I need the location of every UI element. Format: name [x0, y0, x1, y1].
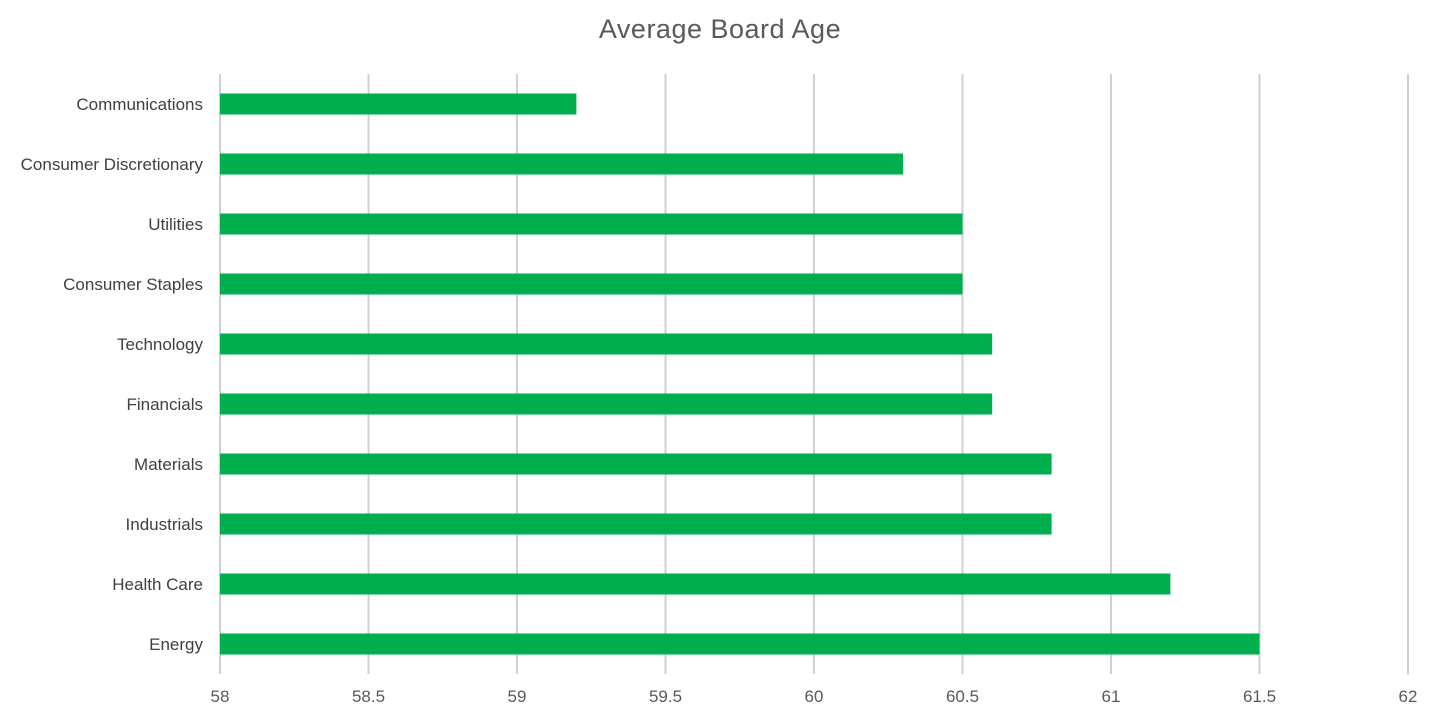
- category-label: Consumer Staples: [63, 275, 203, 294]
- bar: [220, 393, 993, 415]
- bar: [220, 153, 904, 175]
- bar: [220, 513, 1052, 535]
- bar: [220, 333, 993, 355]
- category-label: Financials: [126, 395, 203, 414]
- x-tick-label: 60.5: [946, 687, 979, 706]
- x-tick-label: 61: [1102, 687, 1121, 706]
- x-tick-label: 59: [508, 687, 527, 706]
- category-label: Materials: [134, 455, 203, 474]
- x-tick-label: 60: [805, 687, 824, 706]
- x-tick-label: 62: [1399, 687, 1418, 706]
- category-label: Technology: [117, 335, 204, 354]
- x-tick-label: 58.5: [352, 687, 385, 706]
- chart-title: Average Board Age: [598, 14, 842, 44]
- category-label: Consumer Discretionary: [21, 155, 204, 174]
- bar: [220, 93, 577, 115]
- x-tick-label: 61.5: [1243, 687, 1276, 706]
- category-labels: Communications Consumer Discretionary Util…: [21, 95, 204, 654]
- category-label: Health Care: [112, 575, 203, 594]
- bar: [220, 273, 963, 295]
- category-label: Industrials: [126, 515, 203, 534]
- x-axis-tick-labels: 58 58.5 59 59.5 60 60.5 61 61.5 62: [211, 687, 1418, 706]
- category-label: Communications: [76, 95, 203, 114]
- bar: [220, 573, 1171, 595]
- bars: [220, 93, 1260, 655]
- x-tick-label: 59.5: [649, 687, 682, 706]
- bar: [220, 453, 1052, 475]
- x-tick-label: 58: [211, 687, 230, 706]
- category-label: Utilities: [148, 215, 203, 234]
- bar: [220, 633, 1260, 655]
- category-label: Energy: [149, 635, 203, 654]
- bar: [220, 213, 963, 235]
